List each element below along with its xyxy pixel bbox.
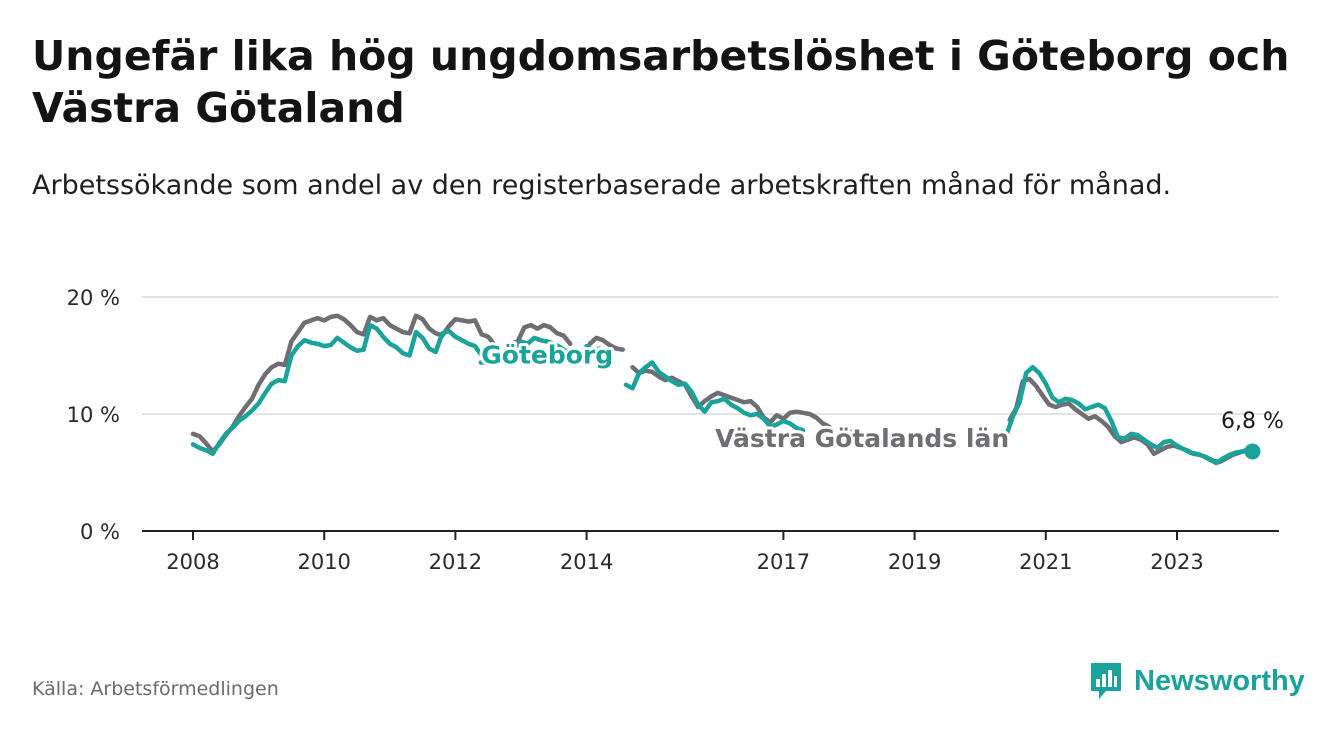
series-lines [190, 313, 1255, 466]
x-tick-label: 2017 [757, 550, 810, 574]
chart-subtitle: Arbetssökande som andel av den registerb… [32, 170, 1172, 201]
x-tick-label: 2012 [429, 550, 482, 574]
series-line-segment [512, 335, 570, 355]
series-line-segment [1007, 376, 1255, 465]
series-line-segment [584, 343, 602, 354]
y-tick-label: 20 % [67, 286, 120, 310]
x-tick-label: 2008 [166, 550, 219, 574]
end-value-label: 6,8 % [1221, 409, 1284, 434]
brand-logo[interactable]: Newsworthy [1088, 660, 1305, 702]
series-line-segment [190, 313, 498, 454]
series-label-vastra-gotalands-lan: Västra Götalands län [715, 424, 1009, 453]
gridlines [142, 296, 1279, 415]
series-line-segment [820, 433, 832, 445]
y-tick-label: 10 % [67, 403, 120, 427]
y-axis-ticks: 0 % 10 % 20 % [67, 286, 120, 544]
series-line-segment [587, 335, 625, 352]
y-tick-label: 0 % [80, 520, 120, 544]
series-line-segment [623, 360, 806, 433]
series-label-goteborg: Göteborg [481, 341, 613, 370]
series-line-segment [843, 429, 862, 438]
brand-name: Newsworthy [1134, 664, 1305, 697]
x-axis: 2008 2010 2012 2014 2017 2019 2021 2023 [142, 530, 1279, 574]
series-line-segment [508, 322, 573, 347]
end-point-marker [1244, 443, 1261, 460]
series-line-segment [1004, 364, 1255, 466]
x-tick-label: 2021 [1019, 550, 1072, 574]
newsworthy-chart-icon [1091, 663, 1121, 699]
series-line-segment [190, 322, 491, 457]
x-tick-label: 2014 [560, 550, 613, 574]
source-note: Källa: Arbetsförmedlingen [32, 678, 279, 700]
annotations: Göteborg Västra Götalands län 6,8 % [478, 338, 1284, 460]
series-goteborg [190, 322, 1255, 466]
chart-title: Ungefär lika hög ungdomsarbetslöshet i G… [32, 32, 1290, 132]
x-tick-label: 2023 [1150, 550, 1203, 574]
x-tick-label: 2010 [297, 550, 350, 574]
x-tick-label: 2019 [888, 550, 941, 574]
